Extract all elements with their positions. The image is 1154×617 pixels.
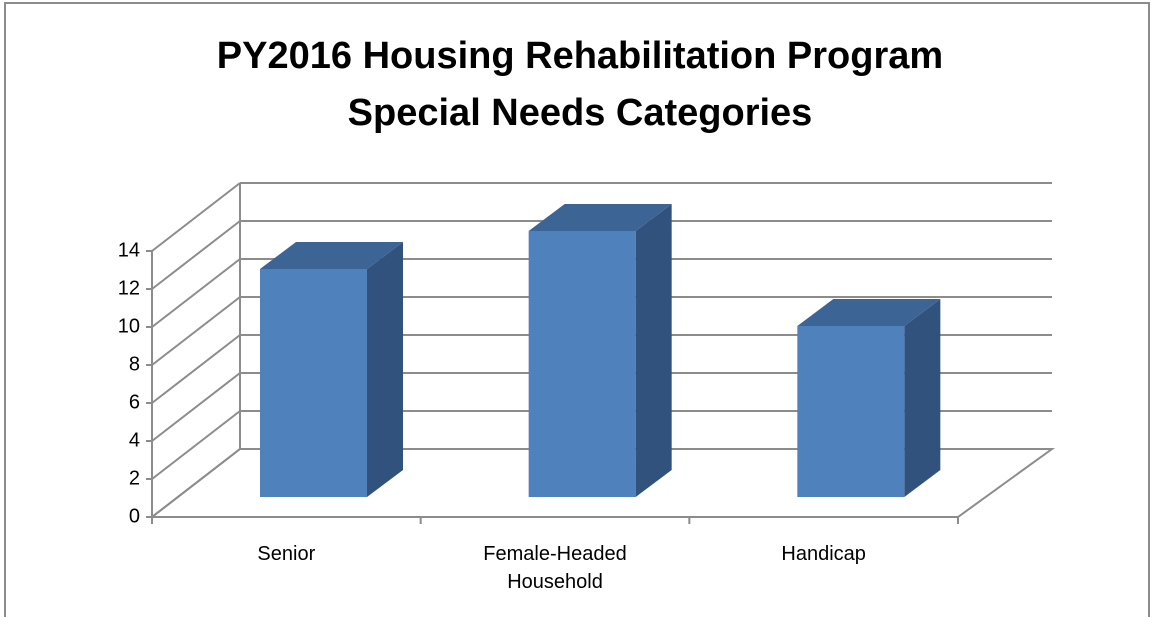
y-tick-label: 0 [129,505,140,527]
bar [797,326,905,497]
x-tick-label: Handicap [781,543,866,565]
bar-side [904,299,941,497]
x-tick-label: Female-Headed Household [483,543,627,593]
chart-title: Special Needs Categories [348,92,813,134]
grid-line [151,334,241,404]
bar-side [367,242,403,497]
y-tick-label: 12 [118,277,140,299]
bar-side [635,204,672,497]
bar [260,269,367,497]
bar-top [260,242,403,269]
y-tick-label: 6 [129,391,140,413]
y-tick-label: 8 [129,353,140,375]
bar-top [528,204,672,231]
grid-line [151,372,241,442]
bar-top [797,299,941,326]
grid-line [151,410,241,480]
bar [528,231,636,497]
grid-line [151,258,241,328]
chart-frame [4,2,1150,617]
grid-line [151,220,241,290]
chart-title: PY2016 Housing Rehabilitation Program [217,35,943,77]
y-tick-label: 10 [118,315,140,337]
y-tick-label: 14 [118,239,140,261]
grid-line [151,182,241,252]
y-tick-label: 2 [129,467,140,489]
grid-line [151,296,241,366]
x-tick-label: Senior [257,543,316,565]
grid-line [151,448,241,518]
y-tick-label: 4 [129,429,140,451]
